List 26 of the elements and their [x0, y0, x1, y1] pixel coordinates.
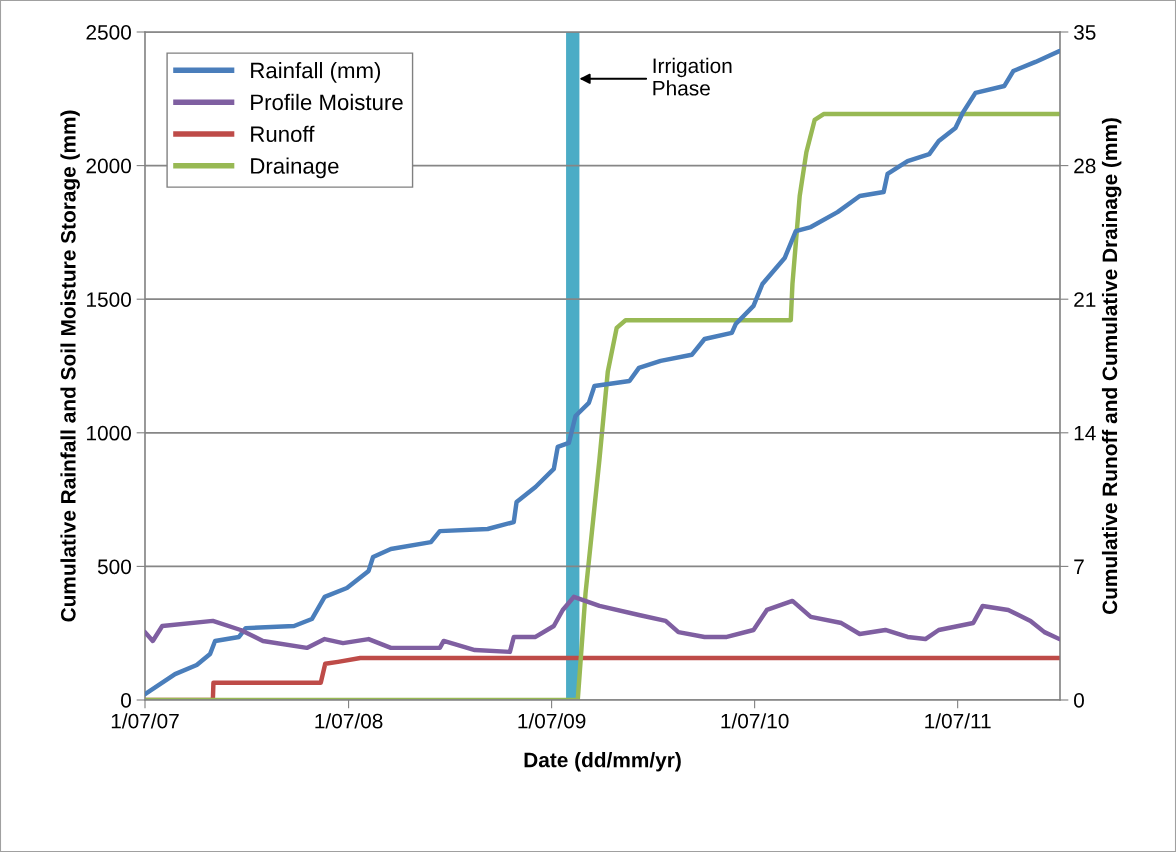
x-tick-label: 1/07/11: [925, 713, 991, 729]
y2-tick-label: 14: [1074, 426, 1096, 441]
y2-tick-label: 21: [1074, 292, 1096, 307]
legend-label: Drainage: [251, 157, 339, 179]
y2-tick-label: 28: [1074, 158, 1096, 174]
y-tick-label: 500: [97, 559, 131, 575]
y2-axis-title: Cumulative Runoff and Cumulative Drainage (mm): [1101, 118, 1122, 614]
x-tick-label: 1/07/10: [721, 713, 789, 729]
x-axis-title: Date (dd/mm/yr): [524, 752, 681, 772]
x-tick-label: 1/07/07: [111, 713, 179, 729]
x-tick-label: 1/07/08: [315, 713, 383, 729]
y-axis-title: Cumulative Rainfall and Soil Moisture Storage (mm): [60, 110, 80, 622]
y2-tick-label: 7: [1074, 559, 1084, 574]
y-tick-label: 2500: [86, 25, 131, 40]
y2-tick-label: 35: [1073, 25, 1096, 40]
line-series: [145, 594, 1060, 655]
x-tick-label: 1/07/09: [518, 713, 586, 729]
y-tick-label: 0: [121, 693, 131, 708]
legend-label: Profile Moisture: [251, 93, 403, 111]
y-tick-label: 1000: [87, 425, 131, 441]
band-label: Irrigation Phase: [653, 57, 732, 96]
y2-tick-label: 0: [1074, 693, 1084, 708]
y-tick-label: 2000: [86, 158, 131, 174]
legend-label: Runoff: [251, 125, 315, 142]
y-tick-label: 1500: [87, 292, 131, 307]
legend-label: Rainfall (mm): [251, 62, 381, 83]
